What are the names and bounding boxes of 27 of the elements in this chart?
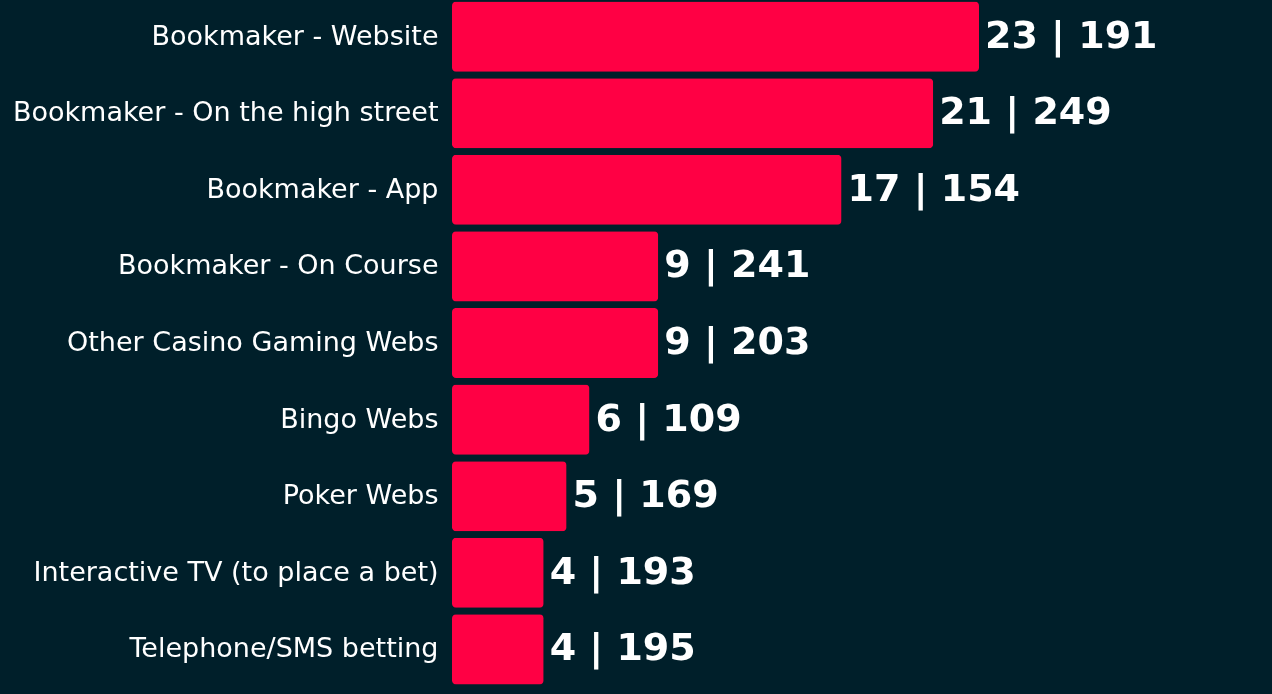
data-label: 4 | 195 (549, 625, 696, 671)
bar (452, 231, 659, 302)
y-tick-label: Bingo Webs (280, 402, 439, 434)
bar (452, 537, 544, 608)
data-label: 21 | 249 (939, 89, 1112, 135)
data-label: 17 | 154 (847, 165, 1021, 211)
y-tick-label: Telephone/SMS betting (128, 632, 439, 664)
bar (452, 614, 544, 685)
bar (452, 1, 979, 72)
bar (452, 307, 659, 379)
data-label: 6 | 109 (595, 395, 742, 441)
y-tick-label: Bookmaker - On the high street (12, 96, 439, 128)
y-tick-label: Bookmaker - Website (151, 19, 439, 51)
y-tick-label: Bookmaker - On Course (117, 249, 439, 281)
bar (452, 461, 567, 532)
data-label: 23 | 191 (985, 12, 1158, 58)
y-tick-label: Other Casino Gaming Webs (67, 326, 439, 357)
data-label: 9 | 203 (664, 319, 811, 364)
y-tick-label: Poker Webs (282, 479, 439, 511)
y-tick-label: Bookmaker - App (206, 172, 439, 204)
bar (452, 78, 934, 149)
data-label: 5 | 169 (572, 472, 719, 518)
bar (452, 384, 590, 455)
y-tick-label: Interactive TV (to place a bet) (33, 555, 439, 587)
data-label: 9 | 241 (664, 242, 811, 288)
data-label: 4 | 193 (549, 548, 696, 594)
bar (452, 154, 842, 225)
